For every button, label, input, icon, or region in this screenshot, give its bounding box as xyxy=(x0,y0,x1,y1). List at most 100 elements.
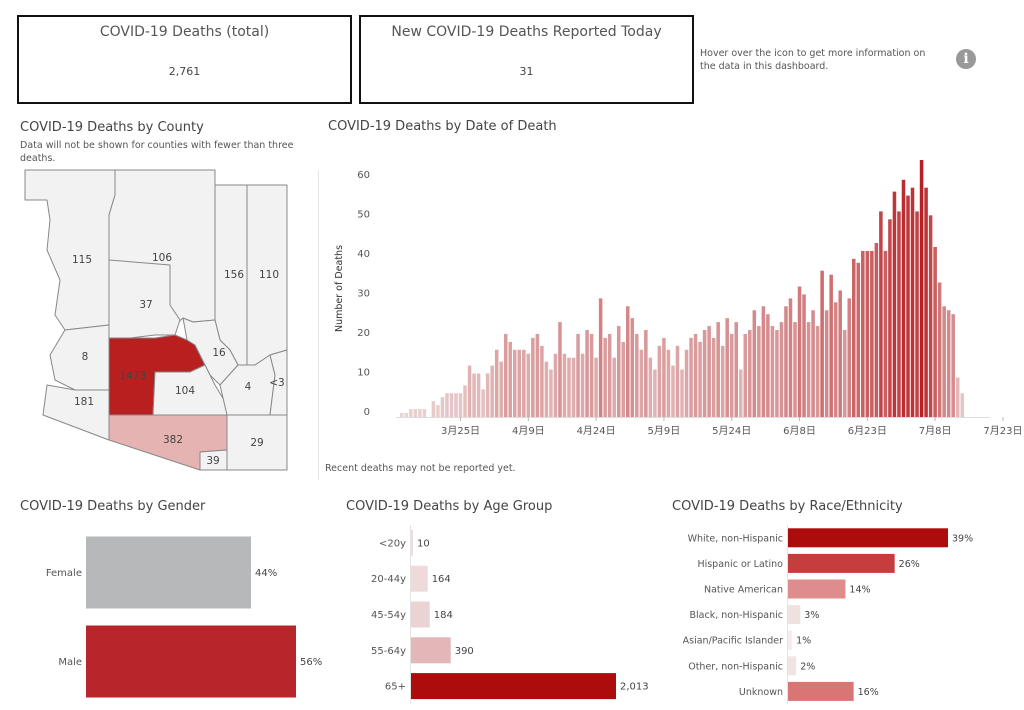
date-bar[interactable] xyxy=(616,326,621,417)
date-bar[interactable] xyxy=(820,270,824,417)
date-bar[interactable] xyxy=(571,357,576,417)
date-bar[interactable] xyxy=(815,326,820,417)
date-bar[interactable] xyxy=(784,306,788,417)
date-bar[interactable] xyxy=(770,326,775,417)
category-bar[interactable] xyxy=(788,528,948,548)
date-bar[interactable] xyxy=(847,298,852,417)
date-bar[interactable] xyxy=(874,243,879,417)
date-bar[interactable] xyxy=(702,330,707,417)
category-bar[interactable] xyxy=(86,625,296,698)
category-bar[interactable] xyxy=(411,637,451,664)
info-icon[interactable]: i xyxy=(956,49,976,69)
date-bar[interactable] xyxy=(540,345,544,417)
date-bar[interactable] xyxy=(838,290,842,417)
category-bar[interactable] xyxy=(788,605,801,625)
category-bar[interactable] xyxy=(788,579,846,599)
date-bar[interactable] xyxy=(684,349,689,417)
date-bar[interactable] xyxy=(720,345,725,417)
date-bar[interactable] xyxy=(576,333,580,417)
date-bar[interactable] xyxy=(607,333,612,417)
date-bar[interactable] xyxy=(467,365,472,417)
date-bar[interactable] xyxy=(802,294,806,417)
date-bar[interactable] xyxy=(476,373,481,417)
date-bar[interactable] xyxy=(671,365,675,417)
date-bar[interactable] xyxy=(951,314,955,417)
date-bar[interactable] xyxy=(892,191,897,417)
date-bar[interactable] xyxy=(897,211,901,417)
date-bar[interactable] xyxy=(544,361,549,417)
date-bar[interactable] xyxy=(743,333,748,417)
date-bar[interactable] xyxy=(436,405,440,417)
date-bar[interactable] xyxy=(503,333,508,417)
date-bar[interactable] xyxy=(472,373,476,417)
date-bar[interactable] xyxy=(915,211,919,417)
date-bar[interactable] xyxy=(449,393,454,417)
date-bar[interactable] xyxy=(598,298,603,417)
date-bar[interactable] xyxy=(761,306,766,417)
date-bar[interactable] xyxy=(413,409,418,417)
date-bar[interactable] xyxy=(662,337,666,417)
date-bar[interactable] xyxy=(409,409,413,417)
date-bar[interactable] xyxy=(879,211,883,417)
date-bar[interactable] xyxy=(824,310,829,417)
date-bar[interactable] xyxy=(711,337,716,417)
category-bar[interactable] xyxy=(788,553,895,573)
date-bar[interactable] xyxy=(675,345,680,417)
date-bar[interactable] xyxy=(861,250,865,417)
date-bar[interactable] xyxy=(924,187,928,417)
date-bar[interactable] xyxy=(463,385,467,417)
date-bar[interactable] xyxy=(919,160,924,417)
date-bar[interactable] xyxy=(757,326,761,417)
date-bar[interactable] xyxy=(734,322,739,417)
date-bar[interactable] xyxy=(589,333,594,417)
category-bar[interactable] xyxy=(411,529,413,556)
date-bar[interactable] xyxy=(811,310,815,417)
category-bar[interactable] xyxy=(788,656,797,676)
county-mohave[interactable] xyxy=(24,169,116,331)
date-bar[interactable] xyxy=(485,373,490,417)
date-bar[interactable] xyxy=(766,314,770,417)
category-bar[interactable] xyxy=(788,630,793,650)
date-bar[interactable] xyxy=(797,286,802,417)
date-bar[interactable] xyxy=(833,302,838,417)
date-bar[interactable] xyxy=(567,357,571,417)
date-bar[interactable] xyxy=(707,326,711,417)
date-bar[interactable] xyxy=(842,330,847,417)
date-bar[interactable] xyxy=(522,349,526,417)
date-bar[interactable] xyxy=(933,246,937,417)
date-bar[interactable] xyxy=(499,361,503,417)
date-bar[interactable] xyxy=(644,330,648,417)
county-yuma[interactable] xyxy=(42,384,110,441)
date-bar[interactable] xyxy=(739,369,743,417)
date-bar[interactable] xyxy=(445,393,449,417)
date-bar[interactable] xyxy=(752,310,757,417)
date-bar[interactable] xyxy=(680,369,684,417)
date-bar[interactable] xyxy=(955,377,960,417)
date-bar[interactable] xyxy=(558,322,562,417)
date-bar[interactable] xyxy=(865,250,870,417)
date-bar[interactable] xyxy=(621,341,626,417)
date-bar[interactable] xyxy=(635,333,639,417)
date-bar[interactable] xyxy=(870,250,874,417)
date-bar[interactable] xyxy=(612,357,616,417)
date-bar[interactable] xyxy=(946,310,951,417)
date-bar[interactable] xyxy=(793,322,797,417)
date-bar[interactable] xyxy=(788,298,793,417)
date-bar[interactable] xyxy=(748,330,752,417)
date-bar[interactable] xyxy=(535,333,540,417)
date-bar[interactable] xyxy=(806,322,811,417)
county-la-paz[interactable] xyxy=(49,324,110,391)
date-bar[interactable] xyxy=(494,349,499,417)
date-bar[interactable] xyxy=(689,337,693,417)
date-bar[interactable] xyxy=(910,187,915,417)
date-bar[interactable] xyxy=(657,345,662,417)
date-bar[interactable] xyxy=(422,409,427,417)
date-bar[interactable] xyxy=(404,413,409,417)
date-bar[interactable] xyxy=(562,353,567,417)
date-bar[interactable] xyxy=(549,369,553,417)
date-bar[interactable] xyxy=(928,215,933,417)
date-bar[interactable] xyxy=(517,349,522,417)
date-bar[interactable] xyxy=(418,409,422,417)
date-bar[interactable] xyxy=(490,365,494,417)
date-bar[interactable] xyxy=(779,322,784,417)
